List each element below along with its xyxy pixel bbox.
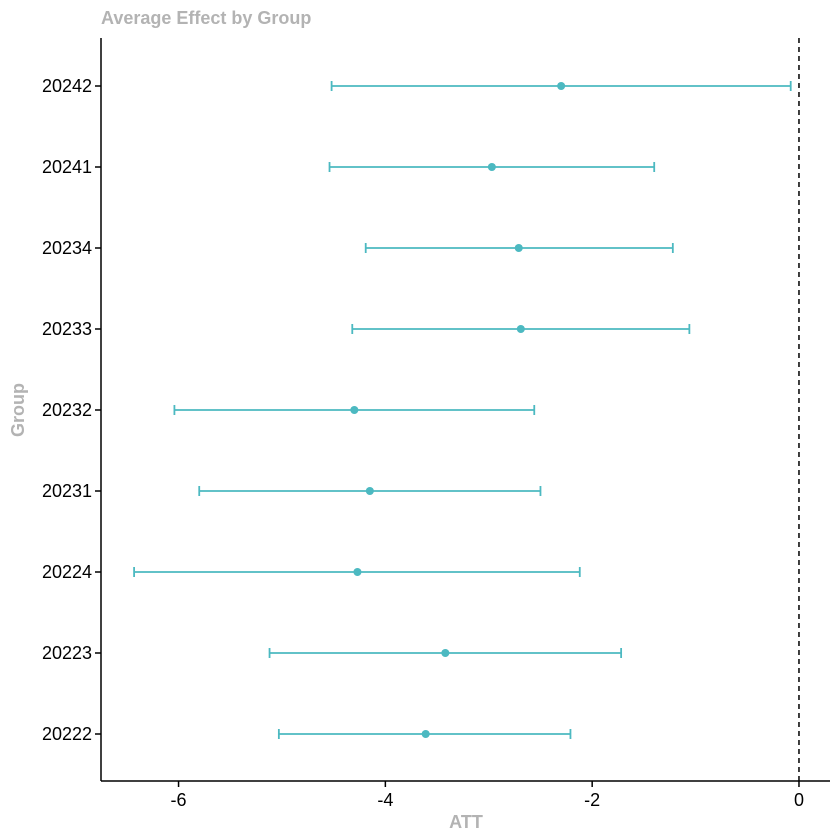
att-point <box>421 730 430 738</box>
y-axis-title: Group <box>8 383 28 437</box>
y-tick-label: 20242 <box>42 76 92 96</box>
axes: -6 -4 -2 0 20242 20241 20234 20233 20232 20231 202… <box>42 38 830 810</box>
att-point <box>441 649 450 657</box>
x-axis-title: ATT <box>449 812 483 832</box>
att-point <box>557 82 566 90</box>
y-tick-label: 20233 <box>42 319 92 339</box>
y-tick-label: 20241 <box>42 157 92 177</box>
x-tick-label: -4 <box>377 790 393 810</box>
x-tick-label: 0 <box>794 790 804 810</box>
att-point <box>353 568 362 576</box>
att-point <box>487 163 496 171</box>
plot-marks <box>133 38 800 781</box>
y-tick-label: 20222 <box>42 724 92 744</box>
att-point <box>365 487 374 495</box>
y-tick-label: 20232 <box>42 400 92 420</box>
y-tick-label: 20224 <box>42 562 92 582</box>
att-point <box>516 325 525 333</box>
x-tick-label: -2 <box>584 790 600 810</box>
y-tick-label: 20223 <box>42 643 92 663</box>
chart-title: Average Effect by Group <box>101 8 311 28</box>
att-point <box>350 406 359 414</box>
y-tick-label: 20234 <box>42 238 92 258</box>
x-tick-label: -6 <box>171 790 187 810</box>
y-tick-label: 20231 <box>42 481 92 501</box>
att-point <box>514 244 523 252</box>
